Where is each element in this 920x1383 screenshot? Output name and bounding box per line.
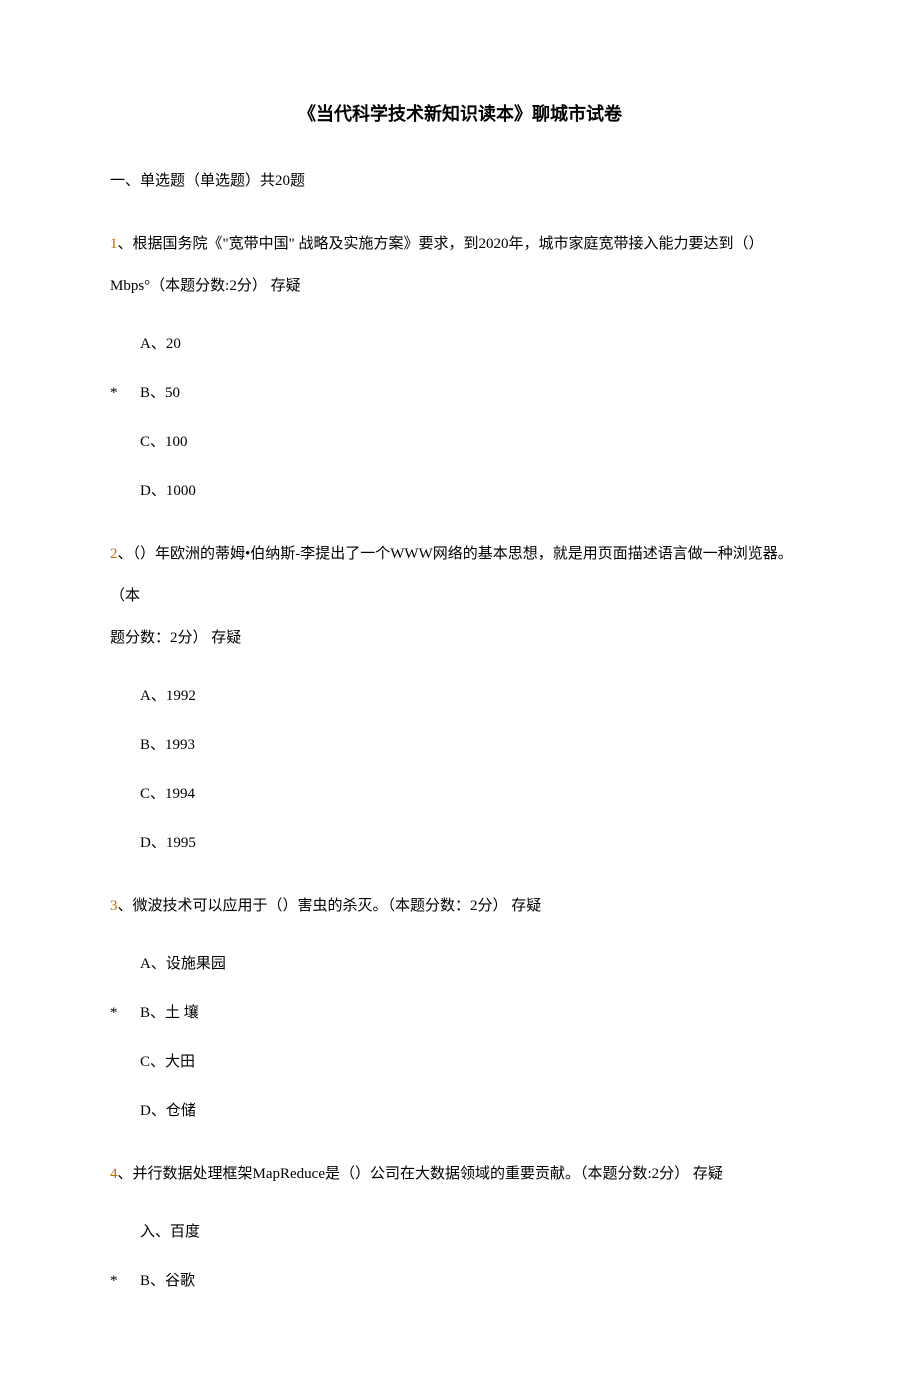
question-text: 2、（）年欧洲的蒂姆•伯纳斯-李提出了一个WWW网络的基本思想，就是用页面描述语… [110, 533, 810, 659]
question-number: 1 [110, 236, 118, 252]
option-a: A、设施果园 [140, 952, 810, 976]
option-b: B、50 [110, 381, 810, 405]
options-list: A、1992 B、1993 C、1994 D、1995 [110, 684, 810, 855]
option-d: D、仓储 [140, 1099, 810, 1123]
option-b: B、土 壤 [110, 1001, 810, 1025]
question-number: 4 [110, 1166, 118, 1182]
question-body: 、根据国务院《"宽带中国" 战略及实施方案》要求，到2020年，城市家庭宽带接入… [118, 236, 764, 252]
question-number: 3 [110, 898, 118, 914]
options-list: A、20 B、50 C、100 D、1000 [110, 332, 810, 503]
question-body: 、微波技术可以应用于（）害虫的杀灭。（本题分数：2分） 存疑 [118, 898, 542, 914]
option-d: D、1000 [140, 479, 810, 503]
option-c: C、大田 [140, 1050, 810, 1074]
question-body: 、（）年欧洲的蒂姆•伯纳斯-李提出了一个WWW网络的基本思想，就是用页面描述语言… [110, 546, 793, 604]
question-body: 、并行数据处理框架MapReduce是（）公司在大数据领域的重要贡献。（本题分数… [118, 1166, 723, 1182]
question-text: 4、并行数据处理框架MapReduce是（）公司在大数据领域的重要贡献。（本题分… [110, 1153, 810, 1195]
question-4: 4、并行数据处理框架MapReduce是（）公司在大数据领域的重要贡献。（本题分… [110, 1153, 810, 1293]
option-a: A、1992 [140, 684, 810, 708]
option-a: 入、百度 [140, 1220, 810, 1244]
question-text: 3、微波技术可以应用于（）害虫的杀灭。（本题分数：2分） 存疑 [110, 885, 810, 927]
options-list: 入、百度 B、谷歌 [110, 1220, 810, 1293]
options-list: A、设施果园 B、土 壤 C、大田 D、仓储 [110, 952, 810, 1123]
question-body-cont: 题分数：2分） 存疑 [110, 630, 241, 646]
question-2: 2、（）年欧洲的蒂姆•伯纳斯-李提出了一个WWW网络的基本思想，就是用页面描述语… [110, 533, 810, 855]
option-a: A、20 [140, 332, 810, 356]
question-1: 1、根据国务院《"宽带中国" 战略及实施方案》要求，到2020年，城市家庭宽带接… [110, 223, 810, 503]
section-header: 一、单选题（单选题）共20题 [110, 169, 810, 193]
option-c: C、100 [140, 430, 810, 454]
question-body-cont: Mbps°（本题分数:2分） 存疑 [110, 278, 301, 294]
option-d: D、1995 [140, 831, 810, 855]
question-number: 2 [110, 546, 118, 562]
document-title: 《当代科学技术新知识读本》聊城市试卷 [110, 100, 810, 129]
question-text: 1、根据国务院《"宽带中国" 战略及实施方案》要求，到2020年，城市家庭宽带接… [110, 223, 810, 307]
option-b: B、1993 [140, 733, 810, 757]
option-c: C、1994 [140, 782, 810, 806]
option-b: B、谷歌 [110, 1269, 810, 1293]
question-3: 3、微波技术可以应用于（）害虫的杀灭。（本题分数：2分） 存疑 A、设施果园 B… [110, 885, 810, 1123]
